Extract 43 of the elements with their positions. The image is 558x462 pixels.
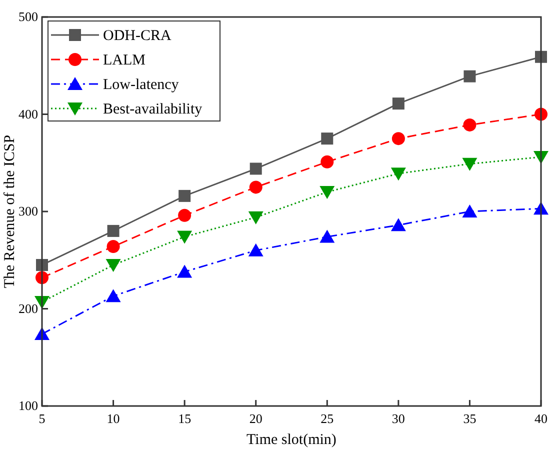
legend-label: ODH-CRA bbox=[103, 28, 172, 44]
point bbox=[463, 118, 476, 132]
legend-label: LALM bbox=[103, 52, 146, 68]
x-tick-label: 25 bbox=[320, 411, 334, 426]
point bbox=[320, 155, 334, 168]
y-tick-label: 500 bbox=[18, 9, 38, 24]
point bbox=[320, 230, 335, 243]
x-tick-label: 15 bbox=[178, 411, 192, 426]
x-tick-label: 20 bbox=[249, 411, 262, 426]
y-tick-label: 400 bbox=[18, 106, 38, 122]
legend-label: Best-availability bbox=[103, 102, 203, 118]
y-tick-label: 100 bbox=[18, 398, 38, 413]
x-tick-label: 10 bbox=[106, 411, 120, 426]
point bbox=[178, 208, 192, 222]
point bbox=[249, 180, 262, 194]
y-axis-title: The Revenue of the ICSP bbox=[2, 134, 18, 288]
point bbox=[106, 289, 121, 302]
point bbox=[390, 168, 406, 181]
point bbox=[248, 243, 264, 256]
point bbox=[250, 162, 262, 175]
point bbox=[390, 218, 406, 232]
point bbox=[177, 230, 192, 244]
x-tick-label: 35 bbox=[463, 411, 476, 426]
x-tick-label: 5 bbox=[38, 411, 46, 426]
point bbox=[177, 264, 192, 278]
point bbox=[392, 132, 405, 146]
y-tick-label: 200 bbox=[18, 300, 38, 316]
point bbox=[106, 258, 121, 272]
point bbox=[106, 240, 120, 254]
x-tick-label: 30 bbox=[392, 411, 405, 426]
y-tick-label: 300 bbox=[18, 204, 38, 218]
point bbox=[462, 204, 478, 218]
point bbox=[392, 98, 404, 110]
x-tick-label: 40 bbox=[534, 411, 548, 426]
point bbox=[464, 70, 476, 82]
point bbox=[320, 186, 335, 200]
x-axis-title: Time slot(min) bbox=[246, 432, 336, 448]
legend-label: Low-latency bbox=[103, 77, 180, 93]
point bbox=[321, 132, 334, 145]
point bbox=[248, 211, 264, 224]
point bbox=[462, 158, 478, 171]
point bbox=[107, 224, 120, 237]
point bbox=[178, 190, 191, 202]
